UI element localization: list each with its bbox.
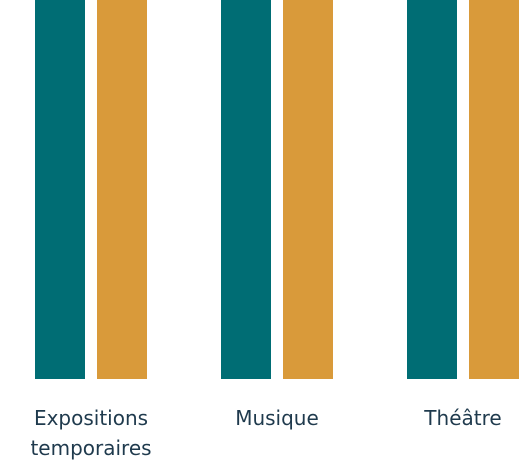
bar-series2-cat1 [97,0,147,379]
bar-series2-cat2 [283,0,333,379]
category-label-2-line-1: Musique [235,406,319,430]
bar-series1-cat3 [407,0,457,379]
category-label-1-line-1: Expositions [34,406,148,430]
bar-series1-cat2 [221,0,271,380]
category-label-1-line-2: temporaires [30,436,151,460]
category-label-3-line-1: Théâtre [423,406,501,430]
bar-series2-cat3 [469,0,519,379]
bar-series1-cat1 [35,0,85,380]
